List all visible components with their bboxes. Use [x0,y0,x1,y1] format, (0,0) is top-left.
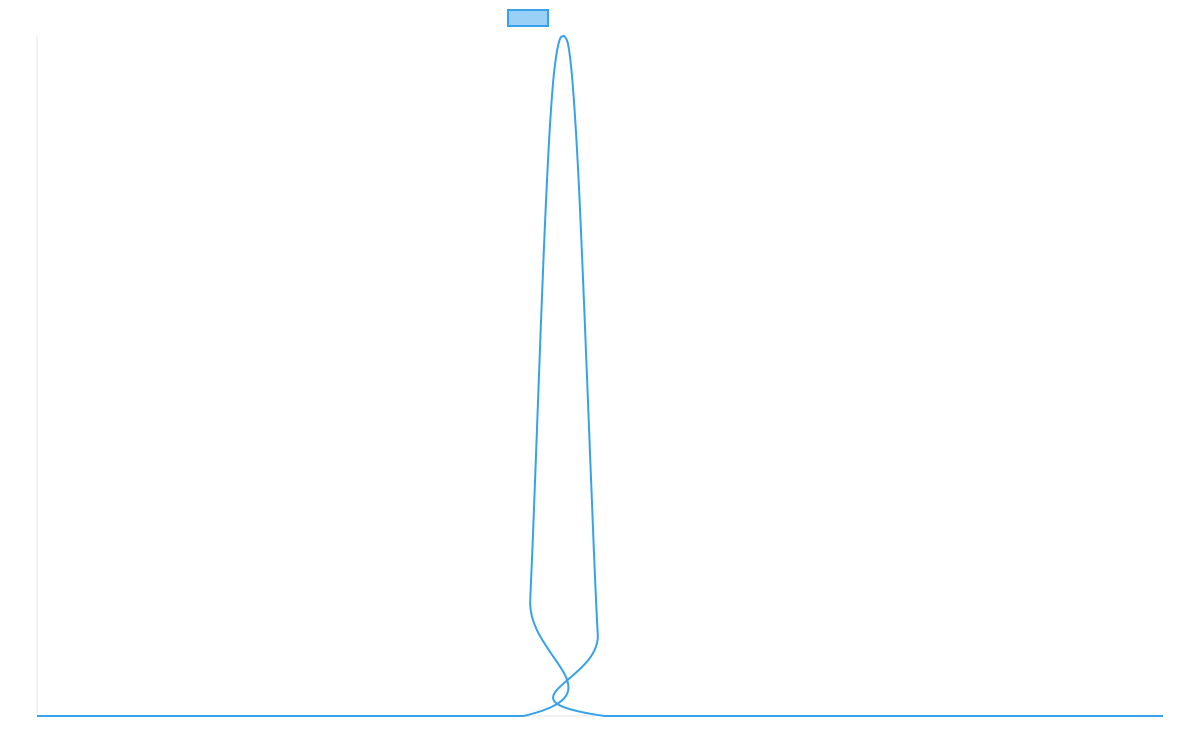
legend-swatch-0[interactable] [507,9,549,27]
series-layer [37,35,1163,718]
axes [36,36,1163,717]
legend[interactable] [507,9,549,27]
series-line-0[interactable] [37,35,1163,718]
